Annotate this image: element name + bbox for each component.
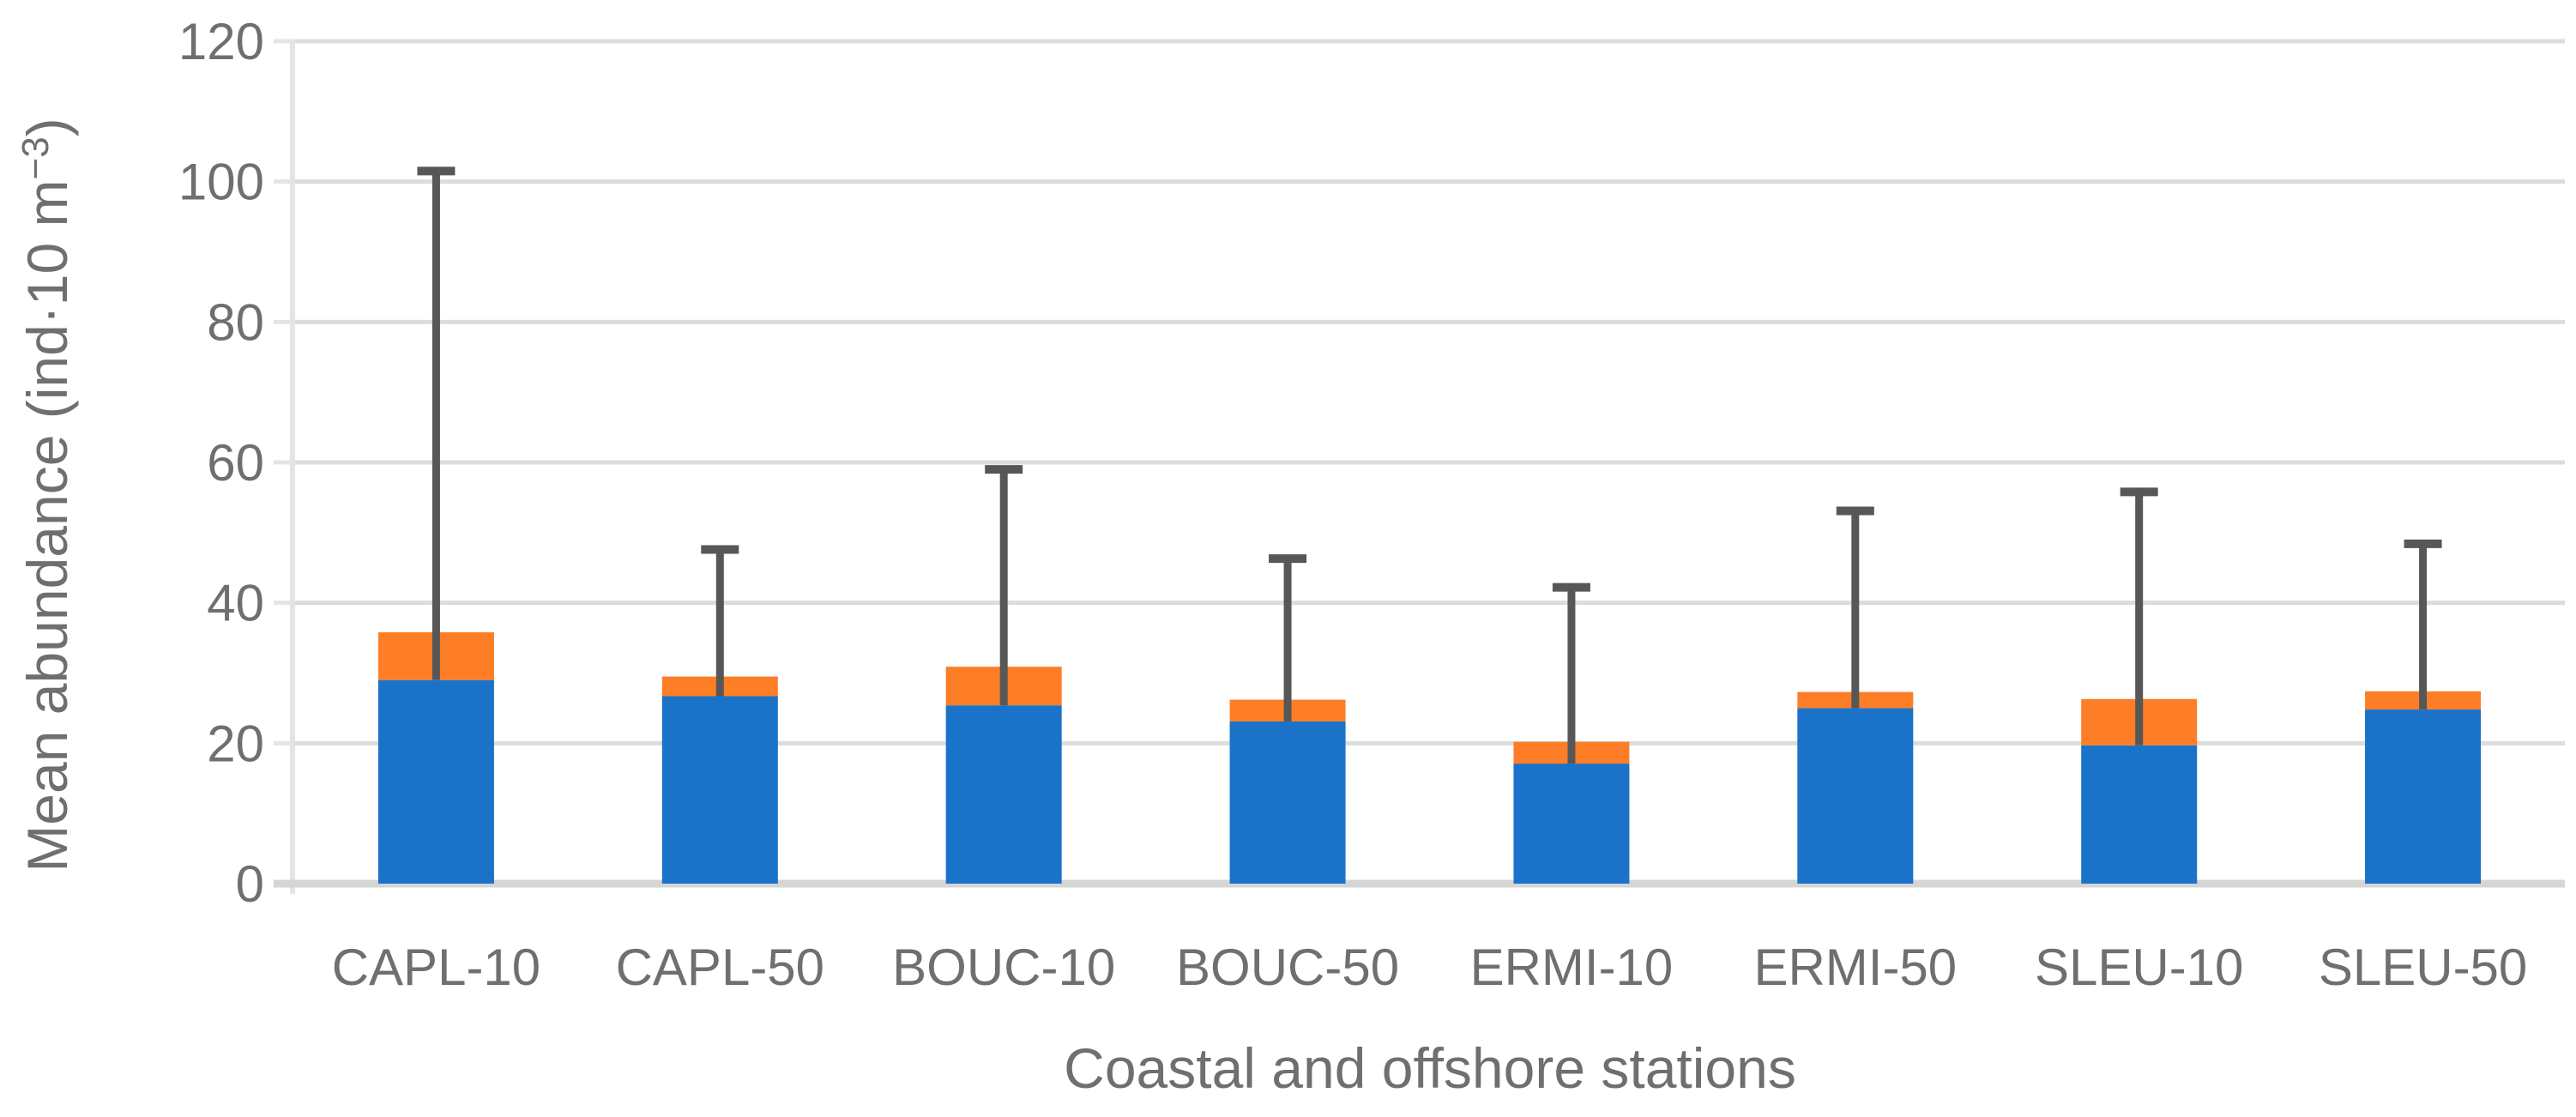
y-axis-tick-label-120: 120: [178, 13, 264, 70]
x-category-label-BOUC-50: BOUC-50: [1176, 939, 1399, 996]
axis-labels-group: 0 20 40 60 80 100 120 CAPL-10 CAPL-50 BOUC-10 BOUC…: [178, 13, 2527, 996]
bar-blue-ERMI-10: [1513, 764, 1630, 884]
y-axis-tick-label-20: 20: [207, 715, 264, 772]
bar-blue-BOUC-10: [945, 705, 1062, 884]
x-category-label-BOUC-10: BOUC-10: [892, 939, 1115, 996]
x-category-label-SLEU-10: SLEU-10: [2035, 939, 2243, 996]
y-axis-tick-label-60: 60: [207, 434, 264, 492]
bar-blue-SLEU-50: [2365, 709, 2482, 884]
y-axis-title-superscript: −3: [15, 136, 57, 179]
y-axis-title-main: Mean abundance (ind·10 m: [15, 179, 79, 872]
gridlines-group: [274, 39, 2565, 894]
bars-group: [377, 632, 2482, 884]
y-axis-tick-label-80: 80: [207, 293, 264, 351]
x-axis-title: Coastal and offshore stations: [1064, 1036, 1796, 1100]
x-category-label-ERMI-50: ERMI-50: [1753, 939, 1957, 996]
bar-blue-SLEU-10: [2081, 745, 2198, 884]
y-axis-title: Mean abundance (ind·10 m−3): [15, 118, 79, 872]
x-category-label-SLEU-50: SLEU-50: [2319, 939, 2527, 996]
bar-blue-ERMI-50: [1797, 708, 1914, 884]
bar-blue-BOUC-50: [1229, 721, 1346, 884]
x-category-label-ERMI-10: ERMI-10: [1470, 939, 1674, 996]
y-axis-title-close-paren: ): [15, 118, 79, 136]
x-category-label-CAPL-10: CAPL-10: [332, 939, 540, 996]
bar-blue-CAPL-10: [377, 679, 494, 884]
x-category-label-CAPL-50: CAPL-50: [616, 939, 824, 996]
error-bars-group: [417, 166, 2442, 764]
y-axis-tick-label-0: 0: [236, 855, 264, 913]
bar-blue-CAPL-50: [661, 696, 778, 884]
y-axis-tick-label-40: 40: [207, 575, 264, 632]
y-axis-tick-label-100: 100: [178, 154, 264, 211]
